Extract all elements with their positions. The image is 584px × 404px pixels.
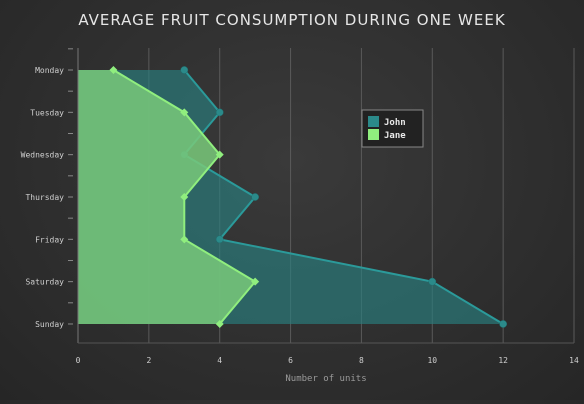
x-tick-label: 12: [498, 356, 508, 365]
legend-label-jane[interactable]: Jane: [384, 131, 406, 141]
y-tick-label: Thursday: [25, 193, 64, 202]
area-jane: [78, 70, 256, 324]
point-john[interactable]: [428, 277, 437, 286]
x-tick-label: 2: [146, 356, 151, 365]
legend-box: [361, 109, 424, 148]
x-tick-label: 10: [427, 356, 437, 365]
x-tick-label: 0: [76, 356, 81, 365]
point-john[interactable]: [215, 108, 224, 117]
x-tick-label: 6: [288, 356, 293, 365]
point-john[interactable]: [251, 193, 259, 201]
legend[interactable]: John Jane: [361, 109, 424, 148]
point-jane[interactable]: [180, 192, 189, 201]
point-jane[interactable]: [215, 319, 224, 328]
y-tick-label: Friday: [35, 235, 64, 244]
point-jane[interactable]: [180, 235, 189, 244]
chart-title: AVERAGE FRUIT CONSUMPTION DURING ONE WEE…: [78, 11, 506, 29]
point-jane[interactable]: [109, 66, 118, 74]
point-jane[interactable]: [180, 108, 189, 117]
plot-area: [78, 66, 507, 328]
y-tick-label: Sunday: [35, 320, 64, 329]
x-axis-label: Number of units: [285, 374, 366, 384]
x-tick-label: 8: [359, 356, 364, 365]
point-jane[interactable]: [215, 150, 224, 159]
point-john[interactable]: [499, 320, 507, 328]
grid-lines: [148, 48, 575, 343]
y-tick-label: Monday: [35, 66, 64, 75]
legend-swatch-jane: [368, 129, 379, 140]
x-tick-label: 4: [217, 356, 222, 365]
axes: 0 2 4 6 8 10 12 14 Monday Tuesday Wednesday Thursda…: [21, 48, 579, 365]
x-tick-label: 14: [569, 356, 579, 365]
y-tick-label: Wednesday: [21, 151, 65, 160]
legend-swatch-john: [368, 116, 379, 127]
point-jane[interactable]: [251, 277, 260, 286]
y-tick-label: Saturday: [25, 278, 64, 287]
point-john[interactable]: [180, 66, 189, 74]
legend-label-john[interactable]: John: [384, 118, 406, 128]
point-john[interactable]: [215, 235, 224, 244]
y-tick-label: Tuesday: [30, 108, 64, 117]
